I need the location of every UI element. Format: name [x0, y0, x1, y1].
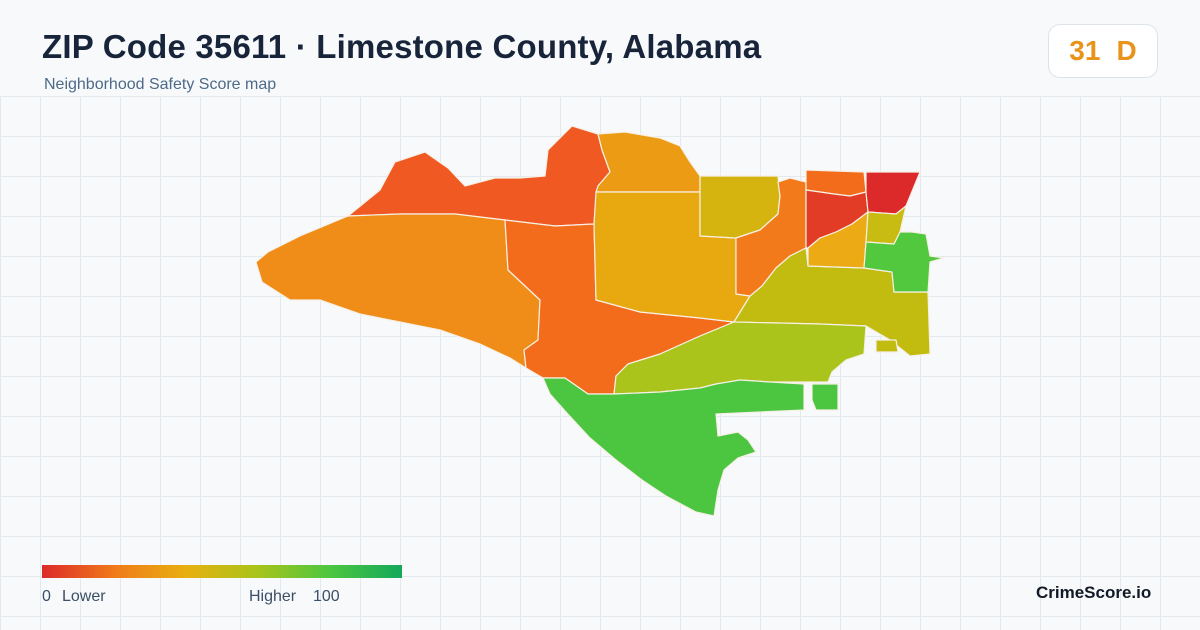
map-region-east-band-fragment[interactable]: [875, 339, 899, 353]
map-region-west-lobe[interactable]: [255, 213, 541, 369]
map-region-south-east-small[interactable]: [811, 383, 839, 411]
brand-logo-text[interactable]: CrimeScore.io: [1036, 583, 1152, 602]
score-badge: 31 D: [1048, 24, 1158, 78]
map-region-east-green[interactable]: [863, 231, 945, 293]
legend-max-label: Higher: [249, 588, 297, 605]
map-region-town-ne[interactable]: [865, 171, 921, 215]
legend-min-label: Lower: [62, 588, 106, 605]
score-value: 31: [1069, 35, 1101, 66]
legend-gradient-bar: [42, 565, 402, 578]
score-grade: D: [1116, 35, 1137, 66]
page-title: ZIP Code 35611 · Limestone County, Alaba…: [42, 28, 762, 65]
map-region-north-arc[interactable]: [347, 125, 611, 227]
legend-min-value: 0: [42, 588, 51, 605]
map-region-north-central[interactable]: [595, 131, 701, 193]
page-subtitle: Neighborhood Safety Score map: [44, 76, 277, 93]
map-region-south[interactable]: [542, 377, 805, 517]
legend-max-value: 100: [313, 588, 340, 605]
